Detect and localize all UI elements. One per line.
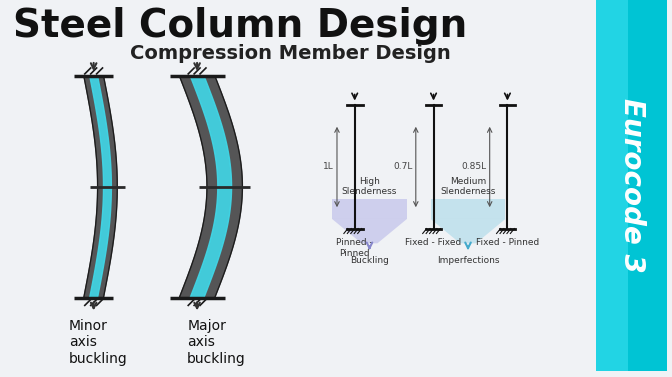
Bar: [620, 0, 621, 371]
Text: Buckling: Buckling: [350, 256, 389, 265]
Polygon shape: [84, 76, 118, 297]
Bar: [618, 0, 619, 371]
Bar: [617, 0, 618, 371]
Bar: [644, 0, 645, 371]
Polygon shape: [332, 219, 407, 243]
Text: Steel Column Design: Steel Column Design: [13, 7, 467, 45]
Bar: [604, 0, 605, 371]
Bar: [659, 0, 660, 371]
Bar: [621, 0, 622, 371]
Polygon shape: [179, 76, 243, 297]
Bar: [626, 0, 628, 371]
Text: Fixed - Fixed: Fixed - Fixed: [405, 238, 462, 247]
Bar: [616, 0, 617, 371]
Bar: [598, 0, 599, 371]
Bar: [638, 0, 640, 371]
Bar: [646, 0, 647, 371]
Bar: [645, 0, 646, 371]
Bar: [632, 0, 634, 371]
Bar: [648, 0, 649, 371]
Bar: [634, 0, 636, 371]
Bar: [609, 0, 610, 371]
Bar: [666, 0, 667, 371]
Bar: [596, 0, 667, 371]
Bar: [640, 0, 641, 371]
Bar: [658, 0, 659, 371]
Bar: [625, 0, 626, 371]
Bar: [651, 0, 653, 371]
Text: Minor
axis
buckling: Minor axis buckling: [69, 319, 128, 366]
Bar: [656, 0, 657, 371]
Bar: [630, 0, 632, 371]
Bar: [664, 0, 665, 371]
Text: 0.7L: 0.7L: [394, 162, 413, 172]
Polygon shape: [190, 76, 232, 297]
Text: Fixed - Pinned: Fixed - Pinned: [476, 238, 539, 247]
Bar: [596, 0, 597, 371]
Bar: [649, 0, 650, 371]
Text: Imperfections: Imperfections: [437, 256, 499, 265]
Bar: [647, 0, 648, 371]
Bar: [624, 0, 625, 371]
Bar: [653, 0, 655, 371]
Text: Medium
Slenderness: Medium Slenderness: [440, 177, 496, 196]
Bar: [603, 0, 604, 371]
Bar: [605, 0, 606, 371]
Bar: [600, 0, 601, 371]
Bar: [601, 0, 602, 371]
Bar: [608, 0, 609, 371]
Bar: [614, 0, 615, 371]
Bar: [657, 0, 658, 371]
Text: 1L: 1L: [323, 162, 334, 172]
Bar: [643, 0, 644, 371]
Bar: [610, 0, 611, 371]
Text: Eurocode 3: Eurocode 3: [618, 98, 646, 273]
Bar: [613, 0, 614, 371]
Bar: [662, 0, 663, 371]
Bar: [612, 0, 613, 371]
Bar: [660, 0, 661, 371]
Bar: [636, 0, 638, 371]
Polygon shape: [332, 199, 407, 219]
Bar: [628, 0, 630, 371]
Bar: [661, 0, 662, 371]
Bar: [602, 0, 603, 371]
Bar: [665, 0, 666, 371]
Bar: [650, 0, 651, 371]
Bar: [655, 0, 656, 371]
Bar: [619, 0, 620, 371]
Bar: [642, 0, 643, 371]
Bar: [663, 0, 664, 371]
Text: High
Slenderness: High Slenderness: [342, 177, 397, 196]
Text: Pinned -
Pinned: Pinned - Pinned: [337, 238, 373, 258]
Polygon shape: [431, 199, 505, 219]
Bar: [607, 0, 608, 371]
Bar: [606, 0, 607, 371]
Polygon shape: [431, 219, 505, 243]
Text: Major
axis
buckling: Major axis buckling: [187, 319, 246, 366]
Bar: [599, 0, 600, 371]
Bar: [596, 0, 628, 371]
Text: 0.85L: 0.85L: [462, 162, 487, 172]
Bar: [622, 0, 623, 371]
Bar: [615, 0, 616, 371]
Bar: [641, 0, 642, 371]
Bar: [623, 0, 624, 371]
Polygon shape: [89, 76, 112, 297]
Bar: [597, 0, 598, 371]
Bar: [611, 0, 612, 371]
Text: Compression Member Design: Compression Member Design: [130, 44, 451, 63]
